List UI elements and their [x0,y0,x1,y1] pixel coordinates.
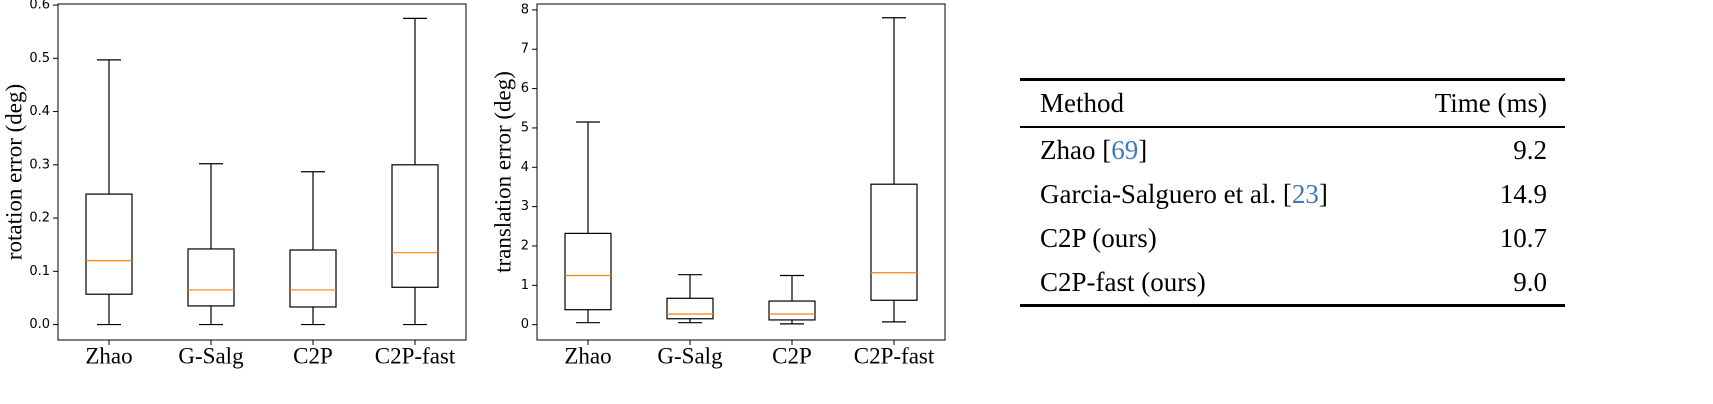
y-tick-label: 7 [521,42,529,57]
method-text: Zhao [ [1040,135,1112,165]
citation: 23 [1291,179,1319,209]
x-tick-label: C2P [293,343,333,368]
method-text: Garcia-Salguero et al. [ [1040,179,1292,209]
y-tick-label: 1 [521,278,529,293]
x-tick-label: Zhao [564,343,611,368]
plot-frame [536,3,946,341]
method-cell: C2P-fast (ours) [1040,260,1206,304]
box [870,183,918,301]
table-row: Garcia-Salguero et al. [23] 14.9 [1020,172,1565,216]
plot-frame [57,3,467,341]
time-cell: 9.0 [1513,267,1547,297]
method-text: ] [1318,179,1328,209]
y-tick-label: 8 [521,2,529,17]
table: Method Time (ms) Zhao [69] 9.2 Garcia-Salg… [1020,78,1565,307]
box [391,164,439,288]
box [289,249,337,308]
box [666,297,714,320]
x-tick-label: C2P-fast [375,343,456,368]
box [768,300,816,321]
y-tick-label: 0.5 [29,51,50,66]
charts: rotation error (deg) 0.0 0.1 0.2 0.3 0.4 0.5 0.… [1,0,946,368]
method-text: ] [1138,135,1148,165]
x-tick-label: G-Salg [657,343,723,368]
method-cell: Garcia-Salguero et al. [23] [1040,172,1328,216]
y-tick-label: 0.3 [29,157,50,172]
y-tick-label: 3 [521,199,529,214]
box [187,248,235,307]
y-axis-label: rotation error (deg) [1,84,26,260]
box [564,232,612,311]
method-text: C2P (ours) [1040,223,1157,253]
header-cell: Time (ms) [1434,88,1547,118]
y-tick-label: 6 [521,81,529,96]
header-cell: Method [1040,88,1124,118]
time-cell: 9.2 [1513,135,1547,165]
method-text: C2P-fast (ours) [1040,267,1206,297]
y-tick-label: 0.0 [29,317,50,332]
box [85,193,133,295]
table-row: C2P-fast (ours) 9.0 [1020,260,1565,304]
y-tick-label: 0.1 [29,264,50,279]
y-tick-label: 0.4 [29,104,50,119]
y-tick-label: 2 [521,238,529,253]
x-tick-label: C2P [772,343,812,368]
y-tick-label: 5 [521,120,529,135]
citation: 69 [1111,135,1139,165]
y-tick-label: 0.6 [29,0,50,13]
table-row: Zhao [69] 9.2 [1020,128,1565,172]
time-cell: 14.9 [1499,179,1547,209]
x-tick-label: C2P-fast [854,343,935,368]
y-tick-label: 0 [521,317,529,332]
x-tick-label: Zhao [85,343,132,368]
time-cell: 10.7 [1499,223,1547,253]
y-axis-label: translation error (deg) [490,71,515,273]
y-tick-label: 4 [521,160,529,175]
method-cell: C2P (ours) [1040,216,1157,260]
table-row: C2P (ours) 10.7 [1020,216,1565,260]
table-header: Method Time (ms) [1020,81,1565,128]
x-tick-label: G-Salg [178,343,244,368]
y-tick-label: 0.2 [29,211,50,226]
method-cell: Zhao [69] [1040,128,1147,172]
